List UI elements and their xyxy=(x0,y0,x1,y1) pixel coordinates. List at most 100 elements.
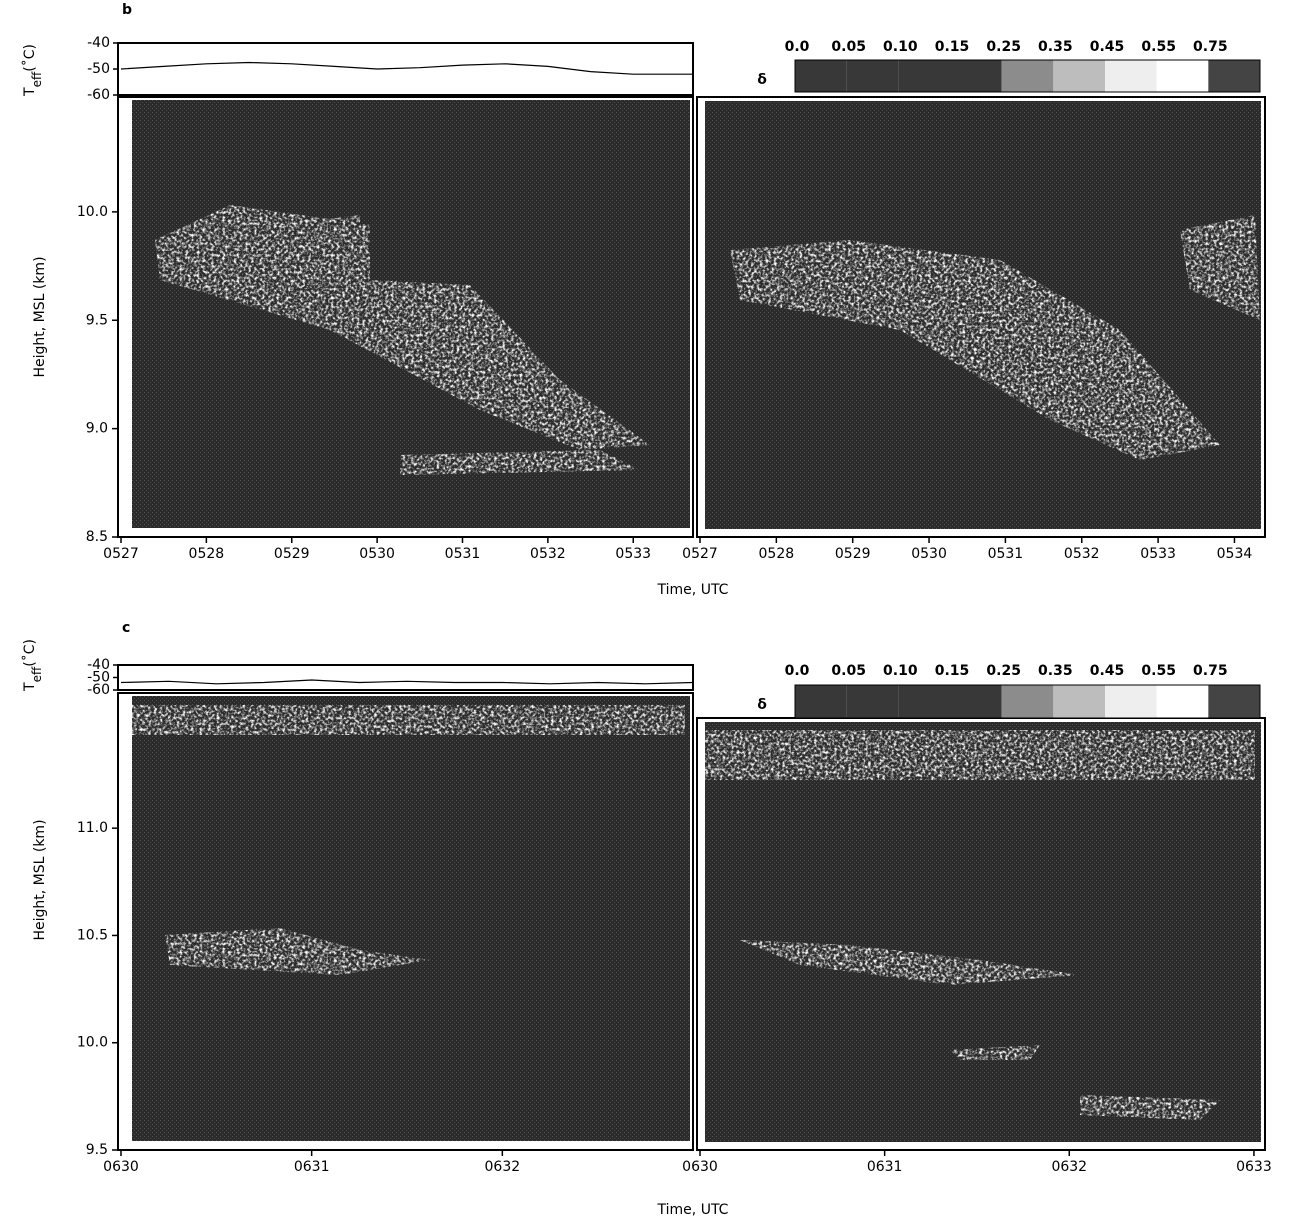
colorbar-segment xyxy=(1001,685,1054,718)
echo xyxy=(160,215,360,285)
colorbar-segment xyxy=(1053,685,1105,718)
x-tick-label: 0631 xyxy=(867,1159,903,1175)
temp-tick-label: -50 xyxy=(87,61,110,77)
y-axis-label: Height, MSL (km) xyxy=(32,256,48,377)
echo xyxy=(950,1045,1040,1060)
temp-label-base: T xyxy=(22,87,38,97)
y-tick-label: 9.5 xyxy=(86,312,108,328)
echo xyxy=(1080,1095,1220,1120)
x-tick-label: 0528 xyxy=(189,546,225,562)
colorbar-segment xyxy=(950,60,1002,92)
x-tick-label: 0532 xyxy=(530,546,566,562)
colorbar-tick-label: 0.75 xyxy=(1193,39,1228,55)
temp-label-base: T xyxy=(22,682,38,692)
temp-tick-label: -40 xyxy=(87,35,110,51)
colorbar-segment xyxy=(1156,685,1209,718)
echo-features xyxy=(130,205,1260,1120)
temp-label-sub: eff xyxy=(30,71,44,87)
colorbar-tick-label: 0.55 xyxy=(1141,663,1176,679)
colorbar-tick-label: 0.15 xyxy=(935,39,970,55)
x-tick-label: 0530 xyxy=(359,546,395,562)
colorbar-frame xyxy=(794,684,1261,719)
colorbar-tick-label: 0.05 xyxy=(831,663,866,679)
colorbar-tick-label: 0.55 xyxy=(1141,39,1176,55)
colorbar-segment xyxy=(1105,685,1157,718)
colorbar-segment xyxy=(1208,685,1260,718)
colorbar-segment xyxy=(846,685,899,718)
x-tick-label: 0528 xyxy=(759,546,795,562)
x-tick-label: 0527 xyxy=(103,546,139,562)
echo xyxy=(730,240,1220,460)
y-tick-label: 9.5 xyxy=(86,1142,108,1158)
echo xyxy=(400,450,640,475)
temp-axis-label: Teff(˚C) xyxy=(21,44,44,97)
colorbar-tick-label: 0.45 xyxy=(1090,39,1125,55)
temp-tick-label: -40 xyxy=(87,657,110,673)
x-tick-label: 0531 xyxy=(988,546,1024,562)
y-tick-label: 10.0 xyxy=(77,1035,108,1051)
colorbar-segment xyxy=(795,685,847,718)
colorbar-tick-label: 0.35 xyxy=(1038,39,1073,55)
x-tick-label: 0534 xyxy=(1217,546,1253,562)
colorbar-segment xyxy=(1156,60,1209,92)
colorbar-segment xyxy=(846,60,899,92)
x-tick-label: 0630 xyxy=(682,1159,718,1175)
x-tick-label: 0531 xyxy=(445,546,481,562)
temp-tick-label: -60 xyxy=(87,87,110,103)
x-tick-label: 0632 xyxy=(1051,1159,1087,1175)
x-tick-label: 0632 xyxy=(485,1159,521,1175)
x-tick-label: 0630 xyxy=(103,1159,139,1175)
x-tick-label: 0529 xyxy=(274,546,310,562)
colorbar-tick-label: 0.0 xyxy=(785,39,810,55)
colorbar-tick-label: 0.10 xyxy=(883,663,918,679)
colorbar-label: δ xyxy=(757,72,767,88)
x-tick-label: 0530 xyxy=(911,546,947,562)
colorbar-segment xyxy=(1001,60,1054,92)
temp-label-unit: (˚C) xyxy=(21,44,38,72)
right-image xyxy=(705,722,1261,1142)
colorbar-tick-label: 0.25 xyxy=(986,663,1021,679)
y-tick-label: 10.0 xyxy=(77,204,108,220)
panel-label: c xyxy=(122,620,130,636)
colorbar-label: δ xyxy=(757,697,767,713)
temp-strip-frame xyxy=(117,42,694,96)
y-tick-label: 9.0 xyxy=(86,421,108,437)
y-axis-label: Height, MSL (km) xyxy=(32,819,48,940)
colorbar-segment xyxy=(795,60,847,92)
colorbar-frame xyxy=(794,59,1261,93)
colorbar-segment xyxy=(1053,60,1105,92)
colorbar-tick-label: 0.25 xyxy=(986,39,1021,55)
colorbar-segment xyxy=(1105,60,1157,92)
y-tick-label: 8.5 xyxy=(86,529,108,545)
temp-label-sub: eff xyxy=(30,666,44,682)
x-tick-label: 0529 xyxy=(835,546,871,562)
echo xyxy=(165,928,430,975)
x-tick-label: 0631 xyxy=(294,1159,330,1175)
colorbar-tick-label: 0.35 xyxy=(1038,663,1073,679)
colorbar-tick-label: 0.05 xyxy=(831,39,866,55)
panel-label: b xyxy=(122,2,132,18)
colorbar-segment xyxy=(950,685,1002,718)
x-tick-label: 0532 xyxy=(1064,546,1100,562)
left-image xyxy=(132,696,690,1141)
x-axis-label: Time, UTC xyxy=(657,582,729,598)
colorbar-tick-label: 0.10 xyxy=(883,39,918,55)
y-tick-label: 10.5 xyxy=(77,927,108,943)
y-tick-label: 11.0 xyxy=(77,820,108,836)
temperature-line xyxy=(120,61,693,75)
x-tick-label: 0633 xyxy=(1236,1159,1272,1175)
colorbar-tick-label: 0.15 xyxy=(935,663,970,679)
colorbar-tick-label: 0.75 xyxy=(1193,663,1228,679)
colorbar-segment xyxy=(898,685,950,718)
colorbar-segment xyxy=(898,60,950,92)
x-axis-label: Time, UTC xyxy=(657,1202,729,1218)
colorbar-tick-label: 0.45 xyxy=(1090,663,1125,679)
echo xyxy=(740,940,1080,985)
echo xyxy=(130,705,685,735)
temp-tick-label: -50 xyxy=(87,670,110,686)
x-tick-label: 0533 xyxy=(615,546,651,562)
temp-tick-label: -60 xyxy=(87,682,110,698)
